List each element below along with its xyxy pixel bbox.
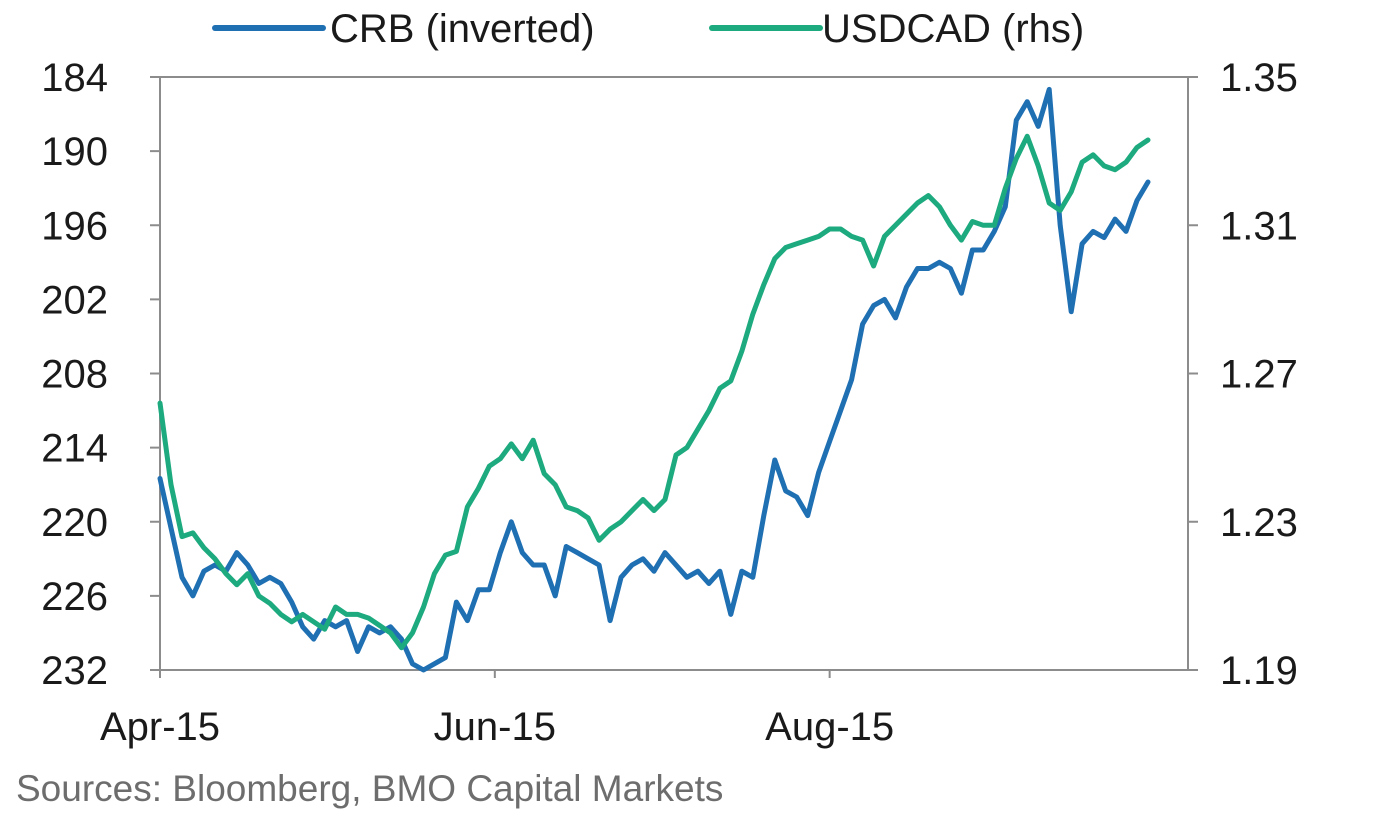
legend-label: CRB (inverted) bbox=[330, 7, 595, 51]
series-layer bbox=[157, 86, 1151, 673]
series-line-usdcad bbox=[157, 133, 1151, 651]
left-axis-tick-label: 184 bbox=[41, 56, 108, 100]
x-axis-tick-label: Apr-15 bbox=[100, 705, 220, 749]
legend: CRB (inverted) USDCAD (rhs) bbox=[212, 7, 1084, 51]
left-axis-tick-label: 202 bbox=[41, 278, 108, 322]
right-axis-tick-label: 1.19 bbox=[1220, 649, 1298, 693]
series-line-crb bbox=[157, 86, 1151, 673]
x-axis-tick-label: Aug-15 bbox=[765, 705, 894, 749]
right-axis-tick-label: 1.23 bbox=[1220, 501, 1298, 545]
source-note: Sources: Bloomberg, BMO Capital Markets bbox=[16, 768, 724, 809]
left-axis-tick-label: 208 bbox=[41, 353, 108, 397]
left-axis-tick-label: 232 bbox=[41, 649, 108, 693]
legend-label: USDCAD (rhs) bbox=[822, 7, 1084, 51]
axes: 184 190 196 202 208 214 220 226 232 1.35 1.31 1.27 1… bbox=[41, 56, 1298, 749]
right-axis-tick-label: 1.35 bbox=[1220, 56, 1298, 100]
left-axis-tick-label: 190 bbox=[41, 130, 108, 174]
left-axis-tick-label: 196 bbox=[41, 204, 108, 248]
left-axis-tick-label: 214 bbox=[41, 427, 108, 471]
right-axis-tick-label: 1.31 bbox=[1220, 204, 1298, 248]
left-axis-tick-label: 220 bbox=[41, 501, 108, 545]
right-axis-tick-label: 1.27 bbox=[1220, 353, 1298, 397]
x-axis-tick-label: Jun-15 bbox=[434, 705, 556, 749]
left-axis-tick-label: 226 bbox=[41, 575, 108, 619]
